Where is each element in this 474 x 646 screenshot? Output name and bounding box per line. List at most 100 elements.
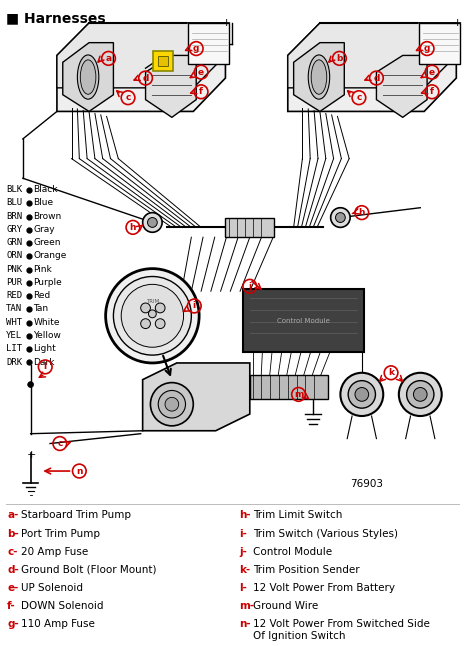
Text: BLU: BLU (6, 198, 22, 207)
Circle shape (113, 276, 191, 355)
Text: h-: h- (239, 510, 251, 520)
Text: Control Module: Control Module (253, 547, 332, 557)
Text: m: m (294, 390, 303, 399)
Text: b: b (336, 54, 343, 63)
Text: UP Solenoid: UP Solenoid (21, 583, 83, 593)
Text: c-: c- (7, 547, 18, 557)
Text: b-: b- (7, 528, 19, 539)
Text: d-: d- (7, 565, 19, 575)
Text: Blue: Blue (34, 198, 54, 207)
Text: g-: g- (7, 620, 19, 629)
Text: BLK: BLK (6, 185, 22, 194)
Circle shape (121, 284, 183, 348)
Circle shape (27, 382, 34, 388)
Bar (250, 375, 328, 399)
Text: -: - (423, 18, 427, 28)
Text: PUR: PUR (6, 278, 22, 287)
Polygon shape (376, 56, 427, 118)
Text: f: f (199, 87, 203, 96)
Text: e: e (429, 68, 435, 77)
Text: ORN: ORN (6, 251, 22, 260)
Text: d: d (373, 74, 380, 83)
Polygon shape (63, 43, 113, 111)
Text: +: + (221, 18, 231, 28)
Circle shape (150, 382, 193, 426)
Text: c: c (356, 93, 362, 102)
Text: f-: f- (7, 601, 16, 611)
Bar (189, 23, 229, 64)
Text: PNK: PNK (6, 265, 22, 274)
Text: RED: RED (6, 291, 22, 300)
Text: +: + (452, 18, 462, 28)
Text: Trim Position Sender: Trim Position Sender (253, 565, 359, 575)
Text: Gray: Gray (34, 225, 55, 234)
Circle shape (165, 397, 179, 411)
Text: k: k (388, 368, 394, 377)
FancyBboxPatch shape (154, 52, 173, 71)
Polygon shape (57, 23, 226, 111)
Bar (226, 218, 274, 237)
Text: k-: k- (239, 565, 250, 575)
Text: Red: Red (34, 291, 51, 300)
Text: c: c (125, 93, 131, 102)
Text: DRK: DRK (6, 357, 22, 366)
Text: White: White (34, 318, 60, 327)
Text: g: g (193, 44, 200, 53)
Circle shape (155, 303, 165, 313)
Bar (158, 56, 168, 67)
FancyBboxPatch shape (243, 289, 364, 352)
Text: +: + (27, 450, 36, 460)
Ellipse shape (308, 55, 330, 99)
Polygon shape (288, 23, 456, 88)
Circle shape (348, 380, 375, 408)
Circle shape (340, 373, 383, 416)
Text: n-: n- (239, 620, 251, 629)
Text: Control Module: Control Module (277, 318, 330, 324)
Text: WHT: WHT (6, 318, 22, 327)
Text: Trim Switch (Various Styles): Trim Switch (Various Styles) (253, 528, 398, 539)
Text: h: h (358, 208, 365, 217)
Text: m-: m- (239, 601, 254, 611)
Text: TRIM: TRIM (146, 298, 159, 304)
Circle shape (147, 218, 157, 227)
Text: Brown: Brown (34, 212, 62, 221)
Circle shape (336, 213, 345, 222)
Text: Ground Wire: Ground Wire (253, 601, 318, 611)
Text: Pink: Pink (34, 265, 52, 274)
Text: Ground Bolt (Floor Mount): Ground Bolt (Floor Mount) (21, 565, 156, 575)
Text: h: h (130, 223, 136, 232)
Text: DOWN Solenoid: DOWN Solenoid (21, 601, 103, 611)
Text: Starboard Trim Pump: Starboard Trim Pump (21, 510, 131, 520)
Polygon shape (288, 23, 456, 111)
Text: Trim Limit Switch: Trim Limit Switch (253, 510, 342, 520)
Bar (419, 23, 460, 64)
Text: l-: l- (239, 583, 247, 593)
Text: g: g (424, 44, 430, 53)
Polygon shape (57, 23, 226, 88)
Text: 76903: 76903 (350, 479, 383, 489)
Text: Tan: Tan (34, 304, 49, 313)
Circle shape (331, 208, 350, 227)
Text: a: a (106, 54, 111, 63)
Text: 12 Volt Power From Battery: 12 Volt Power From Battery (253, 583, 395, 593)
Text: Light: Light (34, 344, 56, 353)
Text: ■ Harnesses: ■ Harnesses (6, 11, 106, 25)
Circle shape (143, 213, 162, 233)
Text: GRN: GRN (6, 238, 22, 247)
Text: i-: i- (239, 528, 247, 539)
Text: Purple: Purple (34, 278, 62, 287)
Text: Orange: Orange (34, 251, 67, 260)
Text: j: j (248, 282, 251, 291)
Circle shape (106, 269, 199, 363)
Text: l: l (44, 362, 47, 371)
Circle shape (355, 388, 369, 401)
Text: Green: Green (34, 238, 61, 247)
Text: BRN: BRN (6, 212, 22, 221)
Circle shape (399, 373, 442, 416)
Circle shape (407, 380, 434, 408)
Polygon shape (143, 363, 250, 431)
Text: GRY: GRY (6, 225, 22, 234)
Text: Yellow: Yellow (34, 331, 62, 340)
Text: a-: a- (7, 510, 18, 520)
Text: c: c (57, 439, 63, 448)
